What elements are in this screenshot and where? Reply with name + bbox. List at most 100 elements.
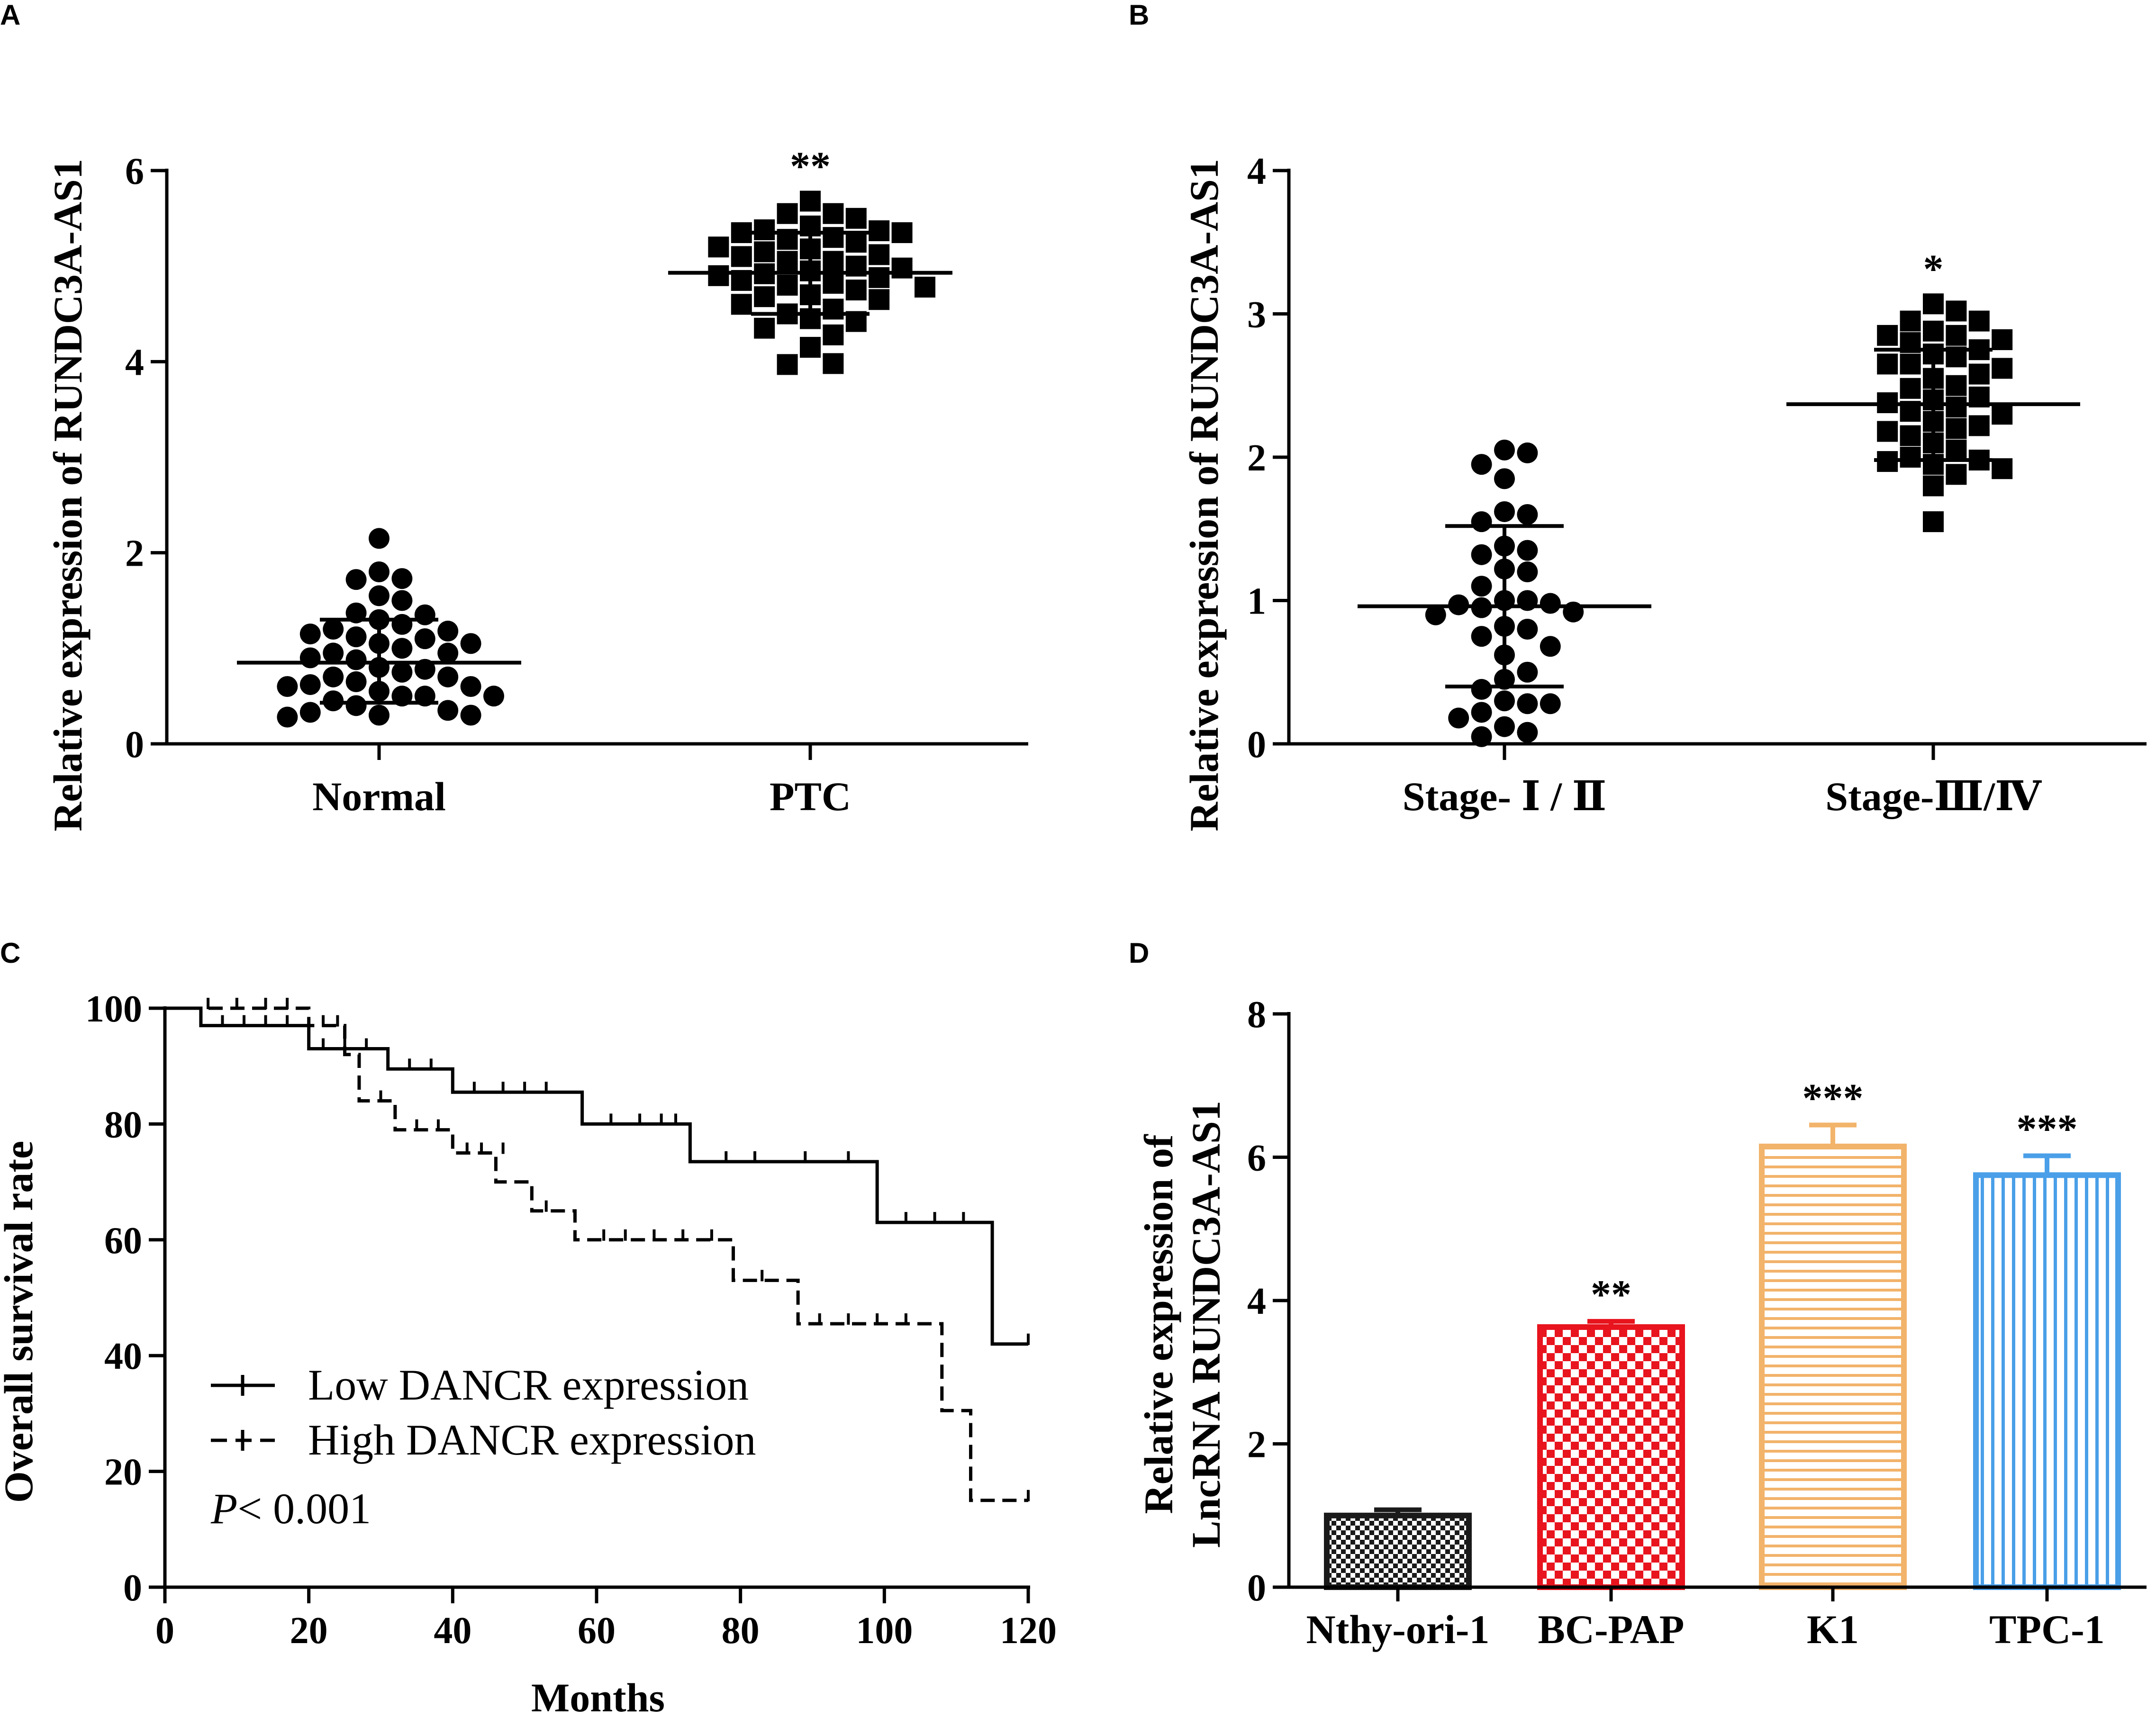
- panel-d-bar: Relative expression of LncRNA RUNDC3A-AS…: [1136, 994, 2147, 1652]
- panel-a-point: [915, 277, 935, 298]
- panel-a-y-tick-label: 2: [125, 533, 144, 575]
- panel-b-y-tick-label: 2: [1247, 437, 1266, 479]
- panel-b-point: [1992, 458, 2013, 479]
- panel-a-point: [369, 528, 390, 549]
- panel-a-point: [869, 267, 890, 288]
- panel-a-point: [277, 676, 298, 697]
- panel-a-point: [800, 190, 821, 212]
- panel-a-point: [323, 619, 344, 640]
- panel-b-point: [1517, 442, 1538, 463]
- panel-a-point: [731, 222, 752, 244]
- panel-b-point: [1494, 716, 1515, 737]
- panel-d-y-tick-label: 4: [1247, 1281, 1266, 1322]
- panel-a-point: [869, 220, 890, 242]
- panel-c-x-tick-label: 20: [290, 1610, 328, 1652]
- panel-c-x-tick-label: 60: [578, 1610, 616, 1652]
- panel-b-scatter: Relative expression of RUNDC3A-AS1 0 1 2 3 4…: [1181, 151, 2147, 831]
- panel-d-category-label: BC-PAP: [1538, 1607, 1685, 1652]
- panel-a-significance: **: [790, 144, 831, 189]
- panel-a-ylabel: Relative expression of RUNDC3A-AS1: [45, 159, 91, 831]
- panel-a-point: [460, 676, 481, 697]
- panel-a-point: [391, 638, 413, 659]
- pvalue-text: < 0.001: [237, 1484, 371, 1533]
- panel-a-point: [869, 289, 890, 310]
- panel-b-point: [1517, 661, 1538, 683]
- bar-significance: ***: [2017, 1106, 2078, 1151]
- legend-label-low: Low DANCR expression: [308, 1361, 749, 1409]
- panel-a-point: [777, 203, 798, 224]
- bar-significance: ***: [1803, 1075, 1864, 1121]
- panel-a-point: [437, 621, 459, 642]
- panel-a-point: [323, 690, 344, 712]
- panel-a-point: [460, 633, 481, 654]
- panel-b-point: [1923, 475, 1944, 497]
- panel-b-point: [1992, 329, 2013, 350]
- panel-b-point: [1900, 447, 1921, 468]
- panel-b-point: [1946, 464, 1967, 485]
- panel-b-point: [1540, 636, 1561, 657]
- panel-a-point: [823, 203, 844, 224]
- survival-line-low: [165, 1006, 1028, 1346]
- panel-b-point: [1517, 619, 1538, 640]
- panel-a-point: [391, 590, 413, 611]
- panel-b-point: [1517, 693, 1538, 714]
- panel-b-point: [1946, 439, 1967, 461]
- panel-b-point: [1877, 325, 1898, 346]
- panel-b-point: [1471, 454, 1492, 475]
- panel-a-point: [323, 666, 344, 687]
- panel-c-x-tick-label: 0: [155, 1610, 174, 1652]
- panel-d-y-tick-label: 6: [1247, 1138, 1266, 1179]
- panel-b-point: [1494, 439, 1515, 461]
- panel-a-point: [731, 294, 752, 315]
- panel-b-point: [1540, 693, 1561, 714]
- panel-a-point: [391, 568, 413, 589]
- panel-a-point: [391, 661, 413, 683]
- panel-a-y-tick-label: 0: [125, 724, 144, 766]
- panel-b-point: [1968, 415, 1990, 436]
- panel-a-point: [777, 354, 798, 375]
- panel-b-y-tick-label: 1: [1247, 581, 1266, 623]
- panel-a-point: [754, 219, 775, 241]
- panel-d-y-tick-label: 2: [1247, 1424, 1266, 1466]
- panel-a-point: [754, 317, 775, 339]
- panel-b-point: [1877, 353, 1898, 375]
- panel-b-point: [1471, 511, 1492, 533]
- panel-d-ylabel-line2: LncRNA RUNDC3A-AS1: [1183, 1101, 1229, 1548]
- panel-b-point: [1517, 504, 1538, 525]
- panel-a-point: [460, 705, 481, 726]
- panel-b-point: [1540, 593, 1561, 614]
- panel-a-point: [437, 700, 459, 721]
- panel-b-point: [1471, 626, 1492, 647]
- panel-a-point: [845, 208, 867, 229]
- panel-c-x-tick-label: 40: [434, 1610, 471, 1652]
- panel-a-scatter: Relative expression of RUNDC3A-AS1 0 2 4 6 N…: [45, 144, 1028, 831]
- panel-a-point: [277, 706, 298, 728]
- panel-b-point: [1425, 604, 1446, 625]
- panel-b-point: [1517, 722, 1538, 743]
- panel-letter-b: B: [1129, 0, 1149, 31]
- bar-bc-pap: [1537, 1324, 1685, 1590]
- panel-a-point: [823, 227, 844, 248]
- panel-b-point: [1946, 300, 1967, 322]
- panel-b-point: [1923, 320, 1944, 342]
- panel-a-point: [823, 272, 844, 294]
- panel-b-point: [1946, 375, 1967, 396]
- bar-k1: [1759, 1143, 1907, 1590]
- panel-a-y-tick-label: 6: [125, 151, 144, 192]
- panel-a-point: [369, 561, 390, 582]
- panel-c-xlabel: Months: [531, 1675, 665, 1717]
- panel-b-point: [1923, 293, 1944, 315]
- panel-a-point: [414, 628, 435, 650]
- panel-a-point: [391, 614, 413, 635]
- panel-letter-a: A: [0, 0, 20, 31]
- panel-b-point: [1494, 468, 1515, 489]
- panel-c-y-tick-label: 60: [104, 1220, 142, 1262]
- panel-a-point: [800, 337, 821, 358]
- panel-b-point: [1471, 702, 1492, 723]
- panel-d-y-tick-label: 0: [1247, 1567, 1266, 1609]
- panel-c-ylabel: Overall survival rate: [0, 1141, 41, 1503]
- pvalue-symbol: P: [210, 1484, 237, 1533]
- panel-c-y-tick-label: 20: [104, 1452, 142, 1493]
- panel-c-legend: Low DANCR expression High DANCR expressi…: [211, 1361, 756, 1464]
